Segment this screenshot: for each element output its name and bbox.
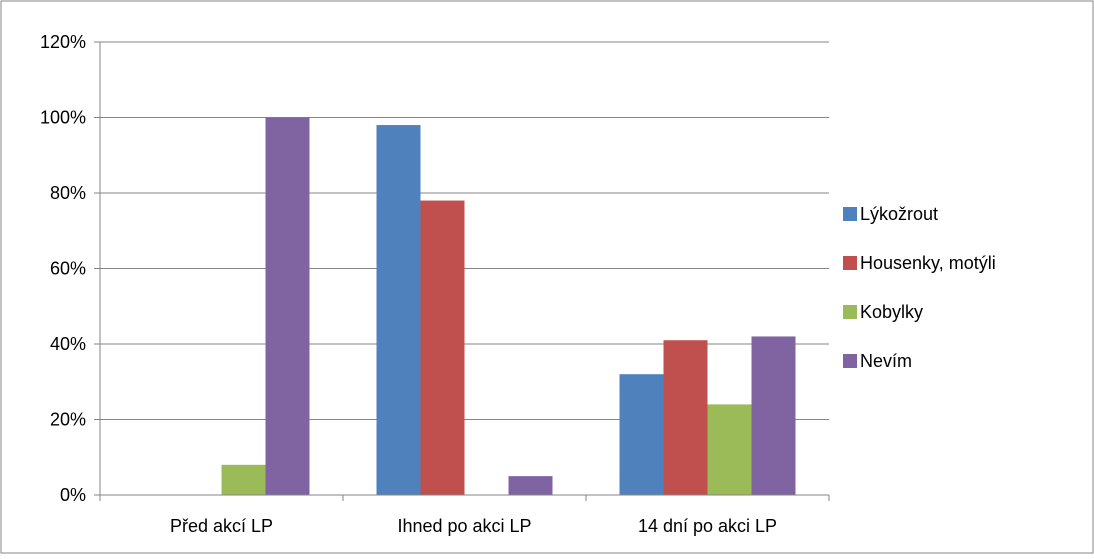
bar	[221, 464, 266, 495]
legend-swatch	[843, 305, 857, 319]
bar	[619, 374, 664, 495]
legend-label: Nevím	[860, 351, 912, 371]
y-tick-label: 20%	[50, 410, 86, 430]
y-tick-label: 100%	[40, 108, 86, 128]
y-tick-label: 0%	[60, 485, 86, 505]
y-tick-label: 120%	[40, 32, 86, 52]
x-category-label: 14 dní po akci LP	[638, 516, 777, 536]
axis-labels: 0% 20% 40% 60% 80% 100% 120% Před akcí LP Ihned …	[40, 32, 777, 536]
y-tick-label: 60%	[50, 259, 86, 279]
y-tick-label: 40%	[50, 334, 86, 354]
axes	[94, 41, 830, 501]
bar	[420, 200, 465, 496]
y-tick-label: 80%	[50, 183, 86, 203]
legend-swatch	[843, 207, 857, 221]
legend: Lýkožrout Housenky, motýli Kobylky Nevím	[843, 204, 996, 371]
legend-label: Lýkožrout	[860, 204, 938, 224]
x-category-label: Před akcí LP	[170, 516, 273, 536]
bar	[376, 125, 421, 496]
bar	[265, 117, 310, 495]
x-category-label: Ihned po akci LP	[397, 516, 531, 536]
bar	[707, 404, 752, 495]
legend-swatch	[843, 354, 857, 368]
bars	[221, 117, 796, 496]
bar	[751, 336, 796, 495]
legend-swatch	[843, 256, 857, 270]
bar	[663, 340, 708, 495]
legend-label: Kobylky	[860, 302, 923, 322]
bar	[508, 476, 553, 495]
legend-label: Housenky, motýli	[860, 253, 996, 273]
